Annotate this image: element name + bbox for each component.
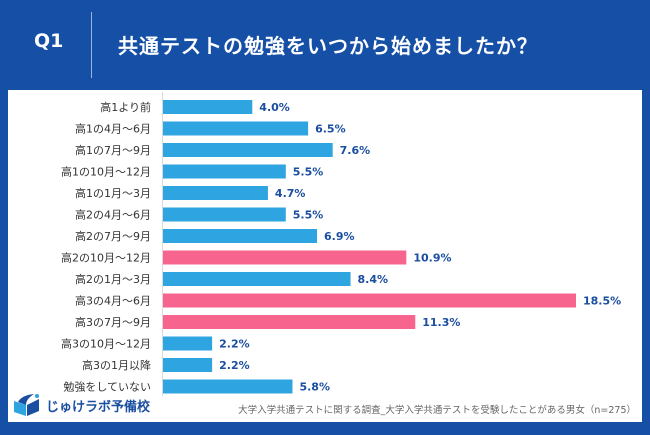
category-label: 高3の10月～12月: [61, 337, 151, 351]
category-label: 高3の1月以降: [82, 358, 151, 372]
bar: [163, 293, 576, 308]
bar: [163, 143, 333, 157]
bar: [163, 207, 286, 222]
category-label: 高1の1月～3月: [75, 186, 151, 200]
bar: [163, 379, 293, 394]
value-label: 6.9%: [324, 230, 355, 243]
value-label: 11.3%: [422, 316, 460, 329]
value-label: 5.5%: [293, 209, 324, 222]
bar: [163, 336, 213, 351]
category-label: 勉強をしていない: [63, 380, 151, 394]
logo: じゅけラボ予備校: [12, 393, 150, 417]
value-label: 7.6%: [340, 144, 371, 157]
bars-group: 高1より前 4.0% 高1の4月～6月 6.5% 高1の7月～9月 7.6% 高1の10月～…: [61, 100, 621, 394]
source-note: 大学入学共通テストに関する調査_大学入学共通テストを受験したことがある男女（n=…: [238, 405, 636, 416]
value-label: 6.5%: [315, 123, 346, 136]
category-label: 高2の1月～3月: [75, 272, 151, 286]
category-label: 高2の7月～9月: [75, 229, 151, 243]
category-label: 高2の10月～12月: [61, 251, 151, 265]
bar: [163, 121, 309, 136]
bar: [163, 358, 213, 372]
bar: [163, 272, 351, 286]
bar: [163, 229, 318, 243]
bar: [163, 164, 286, 179]
category-label: 高2の4月～6月: [75, 208, 151, 222]
bar: [163, 315, 416, 329]
category-label: 高1より前: [100, 100, 151, 114]
category-label: 高1の10月～12月: [61, 165, 151, 179]
book-logo-icon: [14, 394, 39, 416]
question-number: Q1: [34, 30, 64, 52]
category-label: 高1の7月～9月: [75, 143, 151, 157]
category-label: 高3の4月～6月: [75, 294, 151, 308]
category-label: 高3の7月～9月: [75, 315, 151, 329]
logo-text: じゅけラボ予備校: [46, 399, 151, 415]
value-label: 4.0%: [259, 101, 290, 114]
question-title: 共通テストの勉強をいつから始めましたか？: [118, 34, 538, 58]
header: Q1 共通テストの勉強をいつから始めましたか？: [0, 0, 650, 90]
bar: [163, 186, 268, 200]
bar: [163, 100, 253, 114]
value-label: 4.7%: [275, 187, 306, 200]
value-label: 2.2%: [219, 338, 250, 351]
category-label: 高1の4月～6月: [75, 122, 151, 136]
bar: [163, 250, 407, 265]
value-label: 2.2%: [219, 359, 250, 372]
value-label: 8.4%: [358, 273, 389, 286]
value-label: 5.8%: [299, 381, 330, 394]
header-divider: [91, 12, 92, 78]
value-label: 18.5%: [583, 295, 621, 308]
value-label: 5.5%: [293, 166, 324, 179]
value-label: 10.9%: [413, 252, 451, 265]
